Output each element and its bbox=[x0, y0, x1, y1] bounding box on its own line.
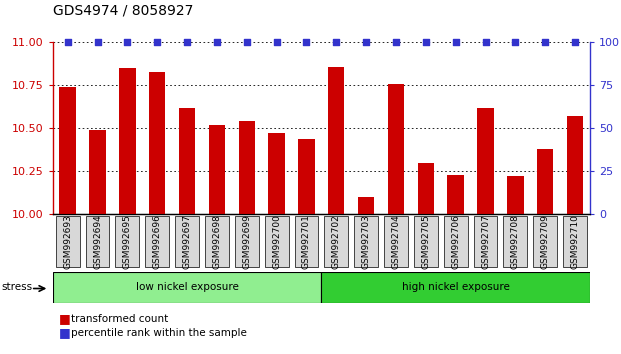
Point bbox=[451, 40, 461, 45]
Bar bbox=[417, 162, 434, 214]
Text: stress: stress bbox=[2, 282, 33, 292]
Text: GSM992695: GSM992695 bbox=[123, 214, 132, 269]
Bar bbox=[298, 139, 315, 214]
Bar bbox=[478, 108, 494, 214]
Text: GSM992706: GSM992706 bbox=[451, 214, 460, 269]
FancyBboxPatch shape bbox=[235, 216, 259, 267]
FancyBboxPatch shape bbox=[563, 216, 587, 267]
Text: GSM992709: GSM992709 bbox=[541, 214, 550, 269]
Text: GSM992697: GSM992697 bbox=[183, 214, 191, 269]
Text: GSM992707: GSM992707 bbox=[481, 214, 490, 269]
Text: GSM992703: GSM992703 bbox=[361, 214, 371, 269]
Text: GSM992701: GSM992701 bbox=[302, 214, 311, 269]
Point bbox=[570, 40, 580, 45]
Bar bbox=[507, 176, 524, 214]
Text: GSM992699: GSM992699 bbox=[242, 214, 252, 269]
FancyBboxPatch shape bbox=[294, 216, 319, 267]
Point bbox=[510, 40, 520, 45]
Bar bbox=[537, 149, 553, 214]
Point bbox=[152, 40, 162, 45]
FancyBboxPatch shape bbox=[414, 216, 438, 267]
FancyBboxPatch shape bbox=[504, 216, 527, 267]
FancyBboxPatch shape bbox=[324, 216, 348, 267]
Point bbox=[481, 40, 491, 45]
Point bbox=[361, 40, 371, 45]
Bar bbox=[328, 67, 345, 214]
Bar bbox=[209, 125, 225, 214]
Point bbox=[271, 40, 281, 45]
Bar bbox=[89, 130, 106, 214]
Point bbox=[122, 40, 132, 45]
Bar bbox=[358, 197, 374, 214]
Text: GSM992696: GSM992696 bbox=[153, 214, 161, 269]
Point bbox=[63, 40, 73, 45]
Bar bbox=[268, 133, 285, 214]
Text: ■: ■ bbox=[59, 312, 71, 325]
Text: GSM992708: GSM992708 bbox=[511, 214, 520, 269]
Text: transformed count: transformed count bbox=[71, 314, 169, 324]
FancyBboxPatch shape bbox=[205, 216, 229, 267]
Text: GSM992693: GSM992693 bbox=[63, 214, 72, 269]
Bar bbox=[179, 108, 195, 214]
FancyBboxPatch shape bbox=[265, 216, 289, 267]
FancyBboxPatch shape bbox=[145, 216, 169, 267]
Bar bbox=[448, 175, 464, 214]
Text: percentile rank within the sample: percentile rank within the sample bbox=[71, 328, 247, 338]
Bar bbox=[388, 84, 404, 214]
Text: GSM992710: GSM992710 bbox=[571, 214, 579, 269]
FancyBboxPatch shape bbox=[322, 272, 590, 303]
Bar bbox=[149, 72, 165, 214]
Bar bbox=[567, 116, 583, 214]
Point bbox=[540, 40, 550, 45]
Text: GDS4974 / 8058927: GDS4974 / 8058927 bbox=[53, 4, 193, 18]
Point bbox=[242, 40, 252, 45]
Text: high nickel exposure: high nickel exposure bbox=[402, 282, 510, 292]
Point bbox=[212, 40, 222, 45]
Point bbox=[301, 40, 311, 45]
Point bbox=[391, 40, 401, 45]
FancyBboxPatch shape bbox=[116, 216, 139, 267]
Point bbox=[182, 40, 192, 45]
FancyBboxPatch shape bbox=[86, 216, 109, 267]
Text: GSM992704: GSM992704 bbox=[391, 214, 401, 269]
FancyBboxPatch shape bbox=[354, 216, 378, 267]
Text: GSM992705: GSM992705 bbox=[421, 214, 430, 269]
Bar bbox=[60, 87, 76, 214]
FancyBboxPatch shape bbox=[56, 216, 79, 267]
Point bbox=[93, 40, 102, 45]
FancyBboxPatch shape bbox=[533, 216, 557, 267]
Bar bbox=[119, 68, 135, 214]
Text: ■: ■ bbox=[59, 326, 71, 339]
FancyBboxPatch shape bbox=[384, 216, 408, 267]
Text: GSM992698: GSM992698 bbox=[212, 214, 222, 269]
Text: GSM992702: GSM992702 bbox=[332, 214, 341, 269]
FancyBboxPatch shape bbox=[444, 216, 468, 267]
FancyBboxPatch shape bbox=[175, 216, 199, 267]
FancyBboxPatch shape bbox=[53, 272, 322, 303]
Text: low nickel exposure: low nickel exposure bbox=[135, 282, 238, 292]
Text: GSM992694: GSM992694 bbox=[93, 214, 102, 269]
FancyBboxPatch shape bbox=[474, 216, 497, 267]
Point bbox=[421, 40, 431, 45]
Point bbox=[332, 40, 342, 45]
Text: GSM992700: GSM992700 bbox=[272, 214, 281, 269]
Bar bbox=[238, 121, 255, 214]
